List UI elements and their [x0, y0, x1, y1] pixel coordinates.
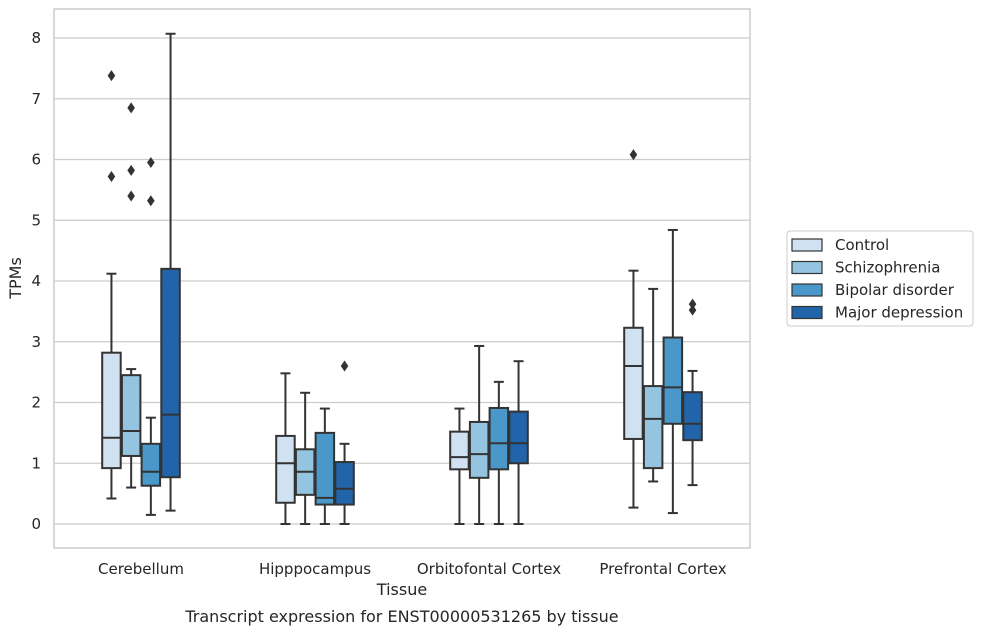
- box: [623, 326, 644, 440]
- plot-area-frame: [53, 8, 751, 549]
- box: [508, 410, 529, 465]
- box: [662, 336, 684, 425]
- box: [468, 420, 490, 479]
- box-group: [294, 391, 316, 525]
- box-group: [314, 407, 336, 525]
- box-group: [468, 345, 490, 525]
- x-axis-label: Tissue: [376, 580, 427, 599]
- y-tick-label: 2: [31, 394, 41, 412]
- box: [449, 430, 470, 471]
- legend-label: Schizophrenia: [835, 259, 940, 277]
- legend-label: Bipolar disorder: [835, 281, 955, 299]
- box-group: [449, 407, 470, 525]
- legend-swatch: [791, 283, 823, 297]
- y-tick-label: 7: [31, 90, 41, 108]
- legend: Control Schizophrenia Bipolar disorder Majo…: [786, 230, 974, 327]
- box-group: [140, 157, 162, 516]
- outlier-point: [688, 304, 697, 316]
- x-tick-label: Hipppocampus: [259, 560, 371, 578]
- box: [314, 431, 336, 506]
- x-tick-label: Prefrontal Cortex: [599, 560, 726, 578]
- y-tick-label: 5: [31, 211, 41, 229]
- box-group: [334, 360, 355, 525]
- box-group: [488, 380, 510, 525]
- x-tick-labels: Cerebellum Hipppocampus Orbitofontal Corte…: [98, 560, 727, 578]
- outlier-point: [107, 70, 116, 82]
- y-tick-label: 4: [31, 272, 41, 290]
- outlier-point: [147, 195, 155, 207]
- x-tick-label: Cerebellum: [98, 560, 184, 578]
- box: [334, 461, 355, 506]
- outlier-point: [629, 149, 638, 161]
- outlier-point: [127, 102, 135, 114]
- legend-swatch: [791, 260, 823, 275]
- x-tick-label: Orbitofontal Cortex: [417, 560, 561, 578]
- box: [682, 391, 703, 442]
- box-group: [642, 287, 664, 483]
- outlier-point: [688, 298, 697, 310]
- box-group: [682, 298, 703, 487]
- legend-label: Major depression: [835, 304, 963, 322]
- box-group: [101, 70, 122, 500]
- box: [101, 351, 122, 470]
- box: [642, 385, 664, 470]
- y-tick-label: 6: [31, 151, 41, 169]
- box-group: [275, 372, 296, 525]
- box-group: [160, 32, 181, 512]
- box: [140, 442, 162, 487]
- box: [275, 434, 296, 504]
- outlier-point: [127, 164, 135, 176]
- y-tick-label: 1: [31, 454, 41, 472]
- box: [120, 374, 142, 457]
- box-group: [662, 228, 684, 515]
- box-group: [623, 149, 644, 509]
- y-tick-labels: 0 1 2 3 4 5 6 7 8: [31, 29, 41, 533]
- outlier-point: [107, 171, 116, 183]
- box: [160, 267, 181, 479]
- outlier-point: [340, 360, 349, 372]
- y-tick-label: 3: [31, 333, 41, 351]
- legend-label: Control: [835, 236, 889, 254]
- outlier-point: [127, 190, 135, 202]
- boxes: [101, 32, 703, 525]
- legend-frame: [786, 230, 974, 327]
- legend-swatch: [791, 238, 823, 252]
- outlier-point: [147, 157, 155, 169]
- legend-swatch: [791, 305, 823, 320]
- box-group: [120, 102, 142, 489]
- y-axis-label: TPMs: [6, 257, 25, 300]
- box-group: [508, 360, 529, 525]
- y-tick-label: 8: [31, 29, 41, 47]
- y-tick-label: 0: [31, 515, 41, 533]
- legend-items: Control Schizophrenia Bipolar disorder Majo…: [791, 236, 963, 322]
- box: [488, 406, 510, 471]
- chart-caption: Transcript expression for ENST0000053126…: [184, 607, 618, 626]
